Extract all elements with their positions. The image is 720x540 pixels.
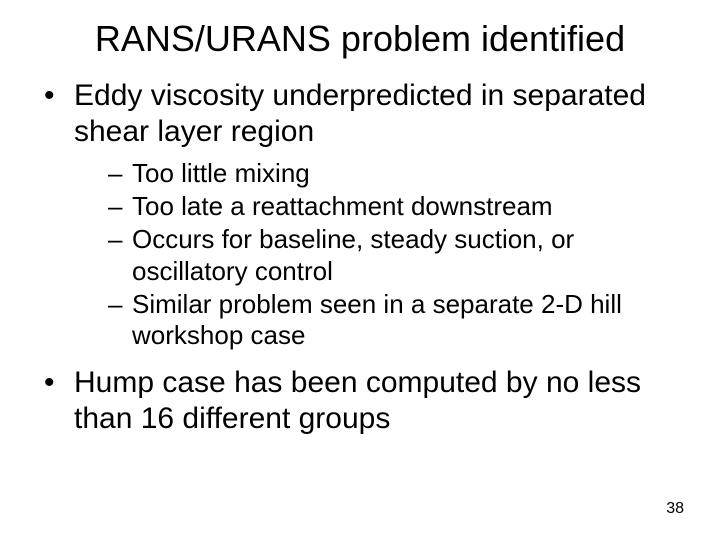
page-number: 38 bbox=[666, 500, 684, 518]
slide-title: RANS/URANS problem identified bbox=[40, 18, 680, 60]
sub-bullet-text: Occurs for baseline, steady suction, or … bbox=[132, 224, 574, 285]
sub-bullet-item: Too late a reattachment downstream bbox=[108, 191, 680, 222]
bullet-item: Hump case has been computed by no less t… bbox=[40, 365, 680, 437]
sub-bullet-text: Similar problem seen in a separate 2-D h… bbox=[132, 289, 622, 350]
bullet-text: Hump case has been computed by no less t… bbox=[74, 366, 641, 435]
bullet-item: Eddy viscosity underpredicted in separat… bbox=[40, 78, 680, 351]
bullet-list-level2: Too little mixing Too late a reattachmen… bbox=[74, 158, 680, 351]
sub-bullet-item: Occurs for baseline, steady suction, or … bbox=[108, 224, 680, 286]
bullet-list-level1: Eddy viscosity underpredicted in separat… bbox=[40, 78, 680, 437]
sub-bullet-item: Similar problem seen in a separate 2-D h… bbox=[108, 289, 680, 351]
sub-bullet-text: Too little mixing bbox=[132, 158, 310, 188]
sub-bullet-text: Too late a reattachment downstream bbox=[132, 191, 553, 221]
sub-bullet-item: Too little mixing bbox=[108, 158, 680, 189]
bullet-text: Eddy viscosity underpredicted in separat… bbox=[74, 79, 646, 148]
slide: RANS/URANS problem identified Eddy visco… bbox=[0, 0, 720, 540]
